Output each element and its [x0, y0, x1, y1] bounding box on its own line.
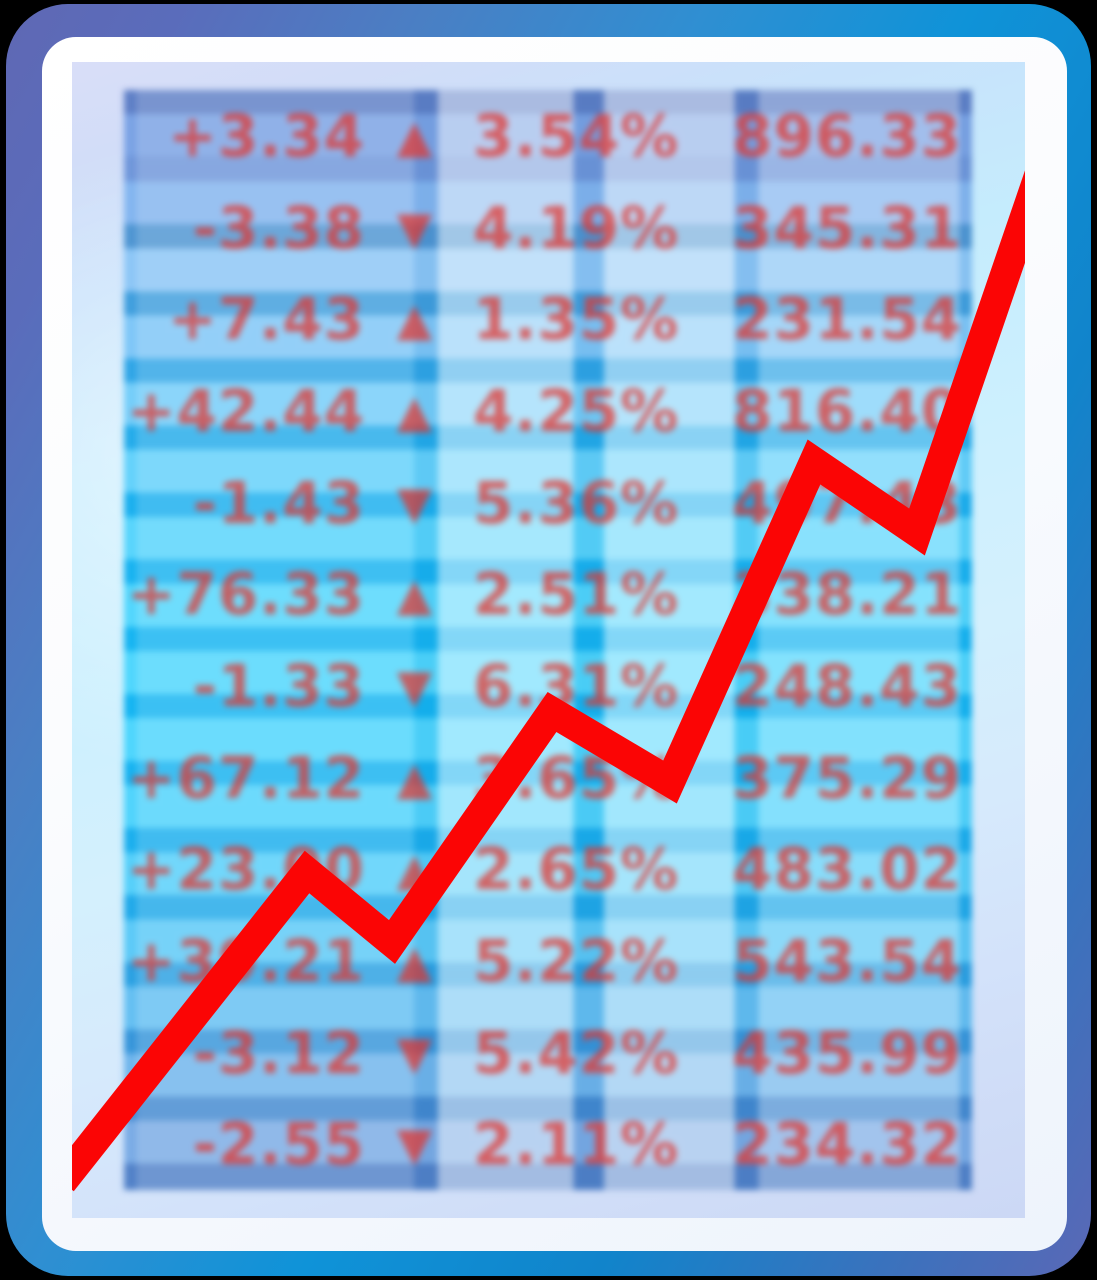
direction-arrow-icon: ▲: [396, 292, 434, 347]
cell-price: 435.99: [732, 1018, 962, 1087]
cell-percent: 2.65%: [473, 835, 680, 904]
direction-arrow-icon: ▲: [396, 383, 434, 438]
cell-percent: 5.22%: [473, 926, 680, 995]
table-row: +3.34 ▲ 3.54% 896.33: [124, 90, 972, 182]
cell-price: 497.43: [732, 468, 962, 537]
cell-percent: 3.54%: [473, 101, 680, 170]
table-row: +67.12 ▲ 3.65% 375.29: [124, 732, 972, 824]
table-row: -1.43 ▼ 5.36% 497.43: [124, 457, 972, 549]
cell-percent: 2.11%: [473, 1110, 680, 1179]
cell-percent: 4.25%: [473, 376, 680, 445]
cell-percent: 5.36%: [473, 468, 680, 537]
cell-change: +3.34: [168, 101, 365, 170]
direction-arrow-icon: ▼: [396, 1025, 434, 1080]
direction-arrow-icon: ▼: [396, 658, 434, 713]
direction-arrow-icon: ▲: [396, 750, 434, 805]
cell-price: 248.43: [732, 651, 962, 720]
direction-arrow-icon: ▲: [396, 842, 434, 897]
direction-arrow-icon: ▼: [396, 200, 434, 255]
cell-change: -2.55: [192, 1110, 365, 1179]
cell-price: 375.29: [732, 743, 962, 812]
table-row: -3.12 ▼ 5.42% 435.99: [124, 1007, 972, 1099]
direction-arrow-icon: ▼: [396, 475, 434, 530]
cell-price: 896.33: [732, 101, 962, 170]
cell-change: -1.43: [192, 468, 365, 537]
table-row: +76.33 ▲ 2.51% 338.21: [124, 548, 972, 640]
cell-change: +76.33: [126, 560, 365, 629]
cell-price: 231.54: [732, 285, 962, 354]
cell-percent: 4.19%: [473, 193, 680, 262]
cell-price: 483.02: [732, 835, 962, 904]
cell-percent: 3.65%: [473, 743, 680, 812]
direction-arrow-icon: ▲: [396, 933, 434, 988]
table-row: -2.55 ▼ 2.11% 234.32: [124, 1098, 972, 1190]
cell-change: +42.44: [126, 376, 365, 445]
cell-price: 543.54: [732, 926, 962, 995]
table-row: -1.33 ▼ 6.31% 248.43: [124, 640, 972, 732]
direction-arrow-icon: ▼: [396, 1117, 434, 1172]
cell-price: 816.40: [732, 376, 962, 445]
table-row: +39.21 ▲ 5.22% 543.54: [124, 915, 972, 1007]
table-row: +7.43 ▲ 1.35% 231.54: [124, 273, 972, 365]
cell-percent: 2.51%: [473, 560, 680, 629]
direction-arrow-icon: ▲: [396, 108, 434, 163]
cell-change: +23.00: [126, 835, 365, 904]
ticker-table: +3.34 ▲ 3.54% 896.33 -3.38 ▼ 4.19% 345.31 +7.43 ▲…: [124, 90, 972, 1190]
ticker-rows: +3.34 ▲ 3.54% 896.33 -3.38 ▼ 4.19% 345.31 +7.43 ▲…: [124, 90, 972, 1190]
table-row: +42.44 ▲ 4.25% 816.40: [124, 365, 972, 457]
cell-price: 234.32: [732, 1110, 962, 1179]
table-row: +23.00 ▲ 2.65% 483.02: [124, 823, 972, 915]
cell-percent: 1.35%: [473, 285, 680, 354]
display-screen: +3.34 ▲ 3.54% 896.33 -3.38 ▼ 4.19% 345.31 +7.43 ▲…: [72, 62, 1025, 1218]
cell-percent: 5.42%: [473, 1018, 680, 1087]
cell-price: 338.21: [732, 560, 962, 629]
cell-change: +7.43: [168, 285, 365, 354]
cell-price: 345.31: [732, 193, 962, 262]
cell-percent: 6.31%: [473, 651, 680, 720]
cell-change: -3.38: [192, 193, 365, 262]
table-row: -3.38 ▼ 4.19% 345.31: [124, 182, 972, 274]
cell-change: +39.21: [126, 926, 365, 995]
cell-change: +67.12: [126, 743, 365, 812]
direction-arrow-icon: ▲: [396, 567, 434, 622]
cell-change: -1.33: [192, 651, 365, 720]
cell-change: -3.12: [192, 1018, 365, 1087]
